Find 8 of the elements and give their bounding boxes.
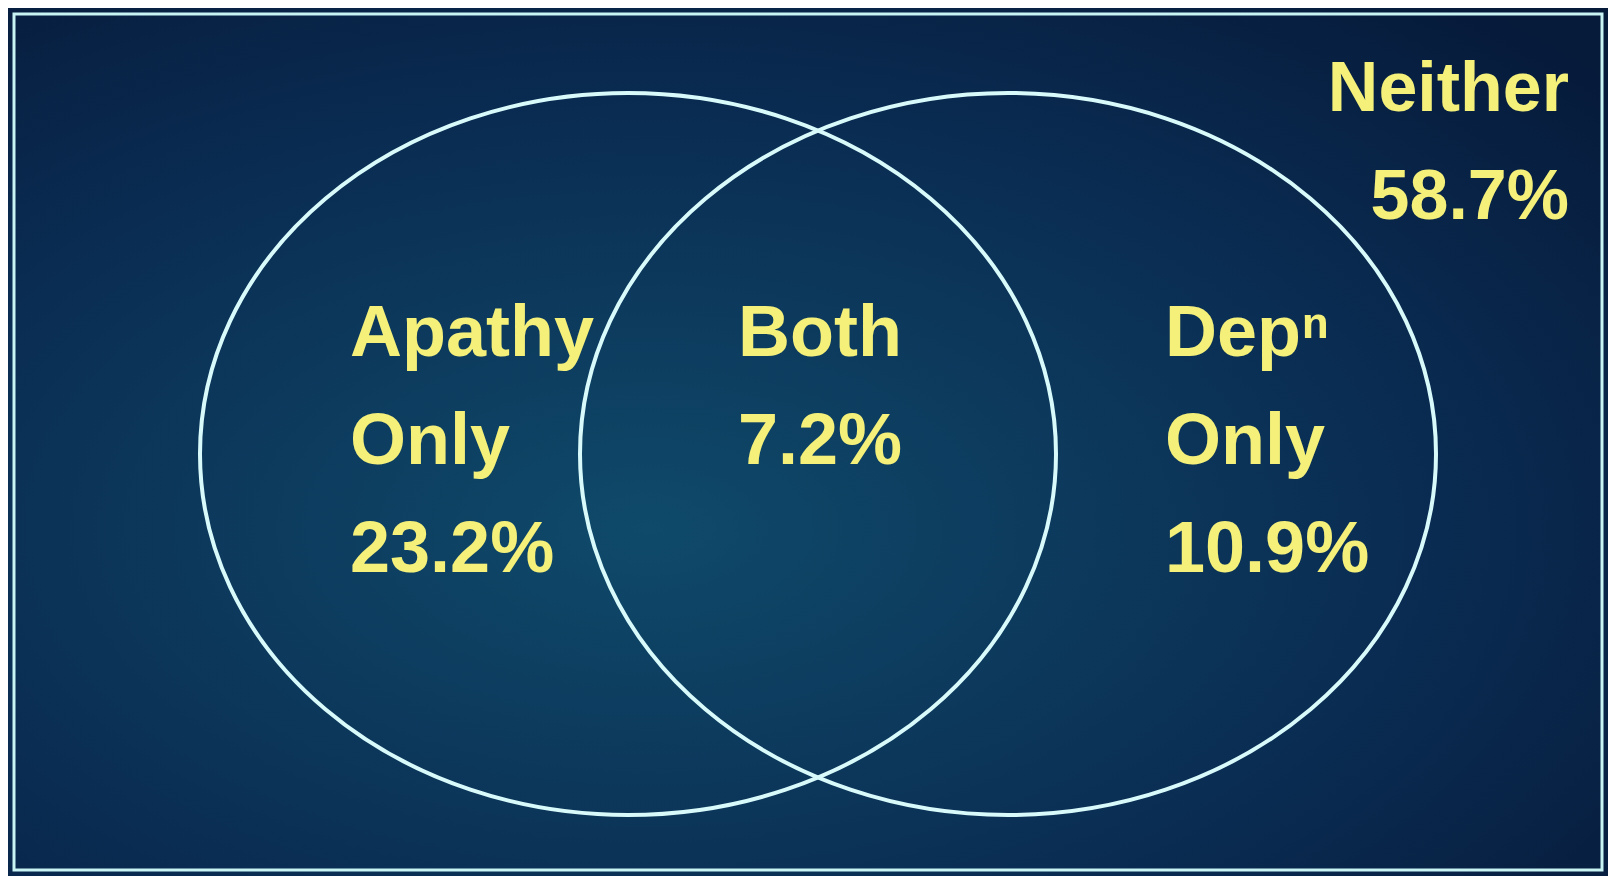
category-label: Apathy Only <box>350 291 595 479</box>
category-label: Depⁿ Only <box>1165 291 1330 479</box>
data-label: 10.9% <box>1165 507 1370 587</box>
category-label: Neither <box>1327 48 1569 126</box>
data-label: 58.7% <box>1370 156 1569 234</box>
category-label: Both <box>738 291 902 371</box>
data-label: 23.2% <box>350 507 555 587</box>
data-label: 7.2% <box>738 399 903 479</box>
